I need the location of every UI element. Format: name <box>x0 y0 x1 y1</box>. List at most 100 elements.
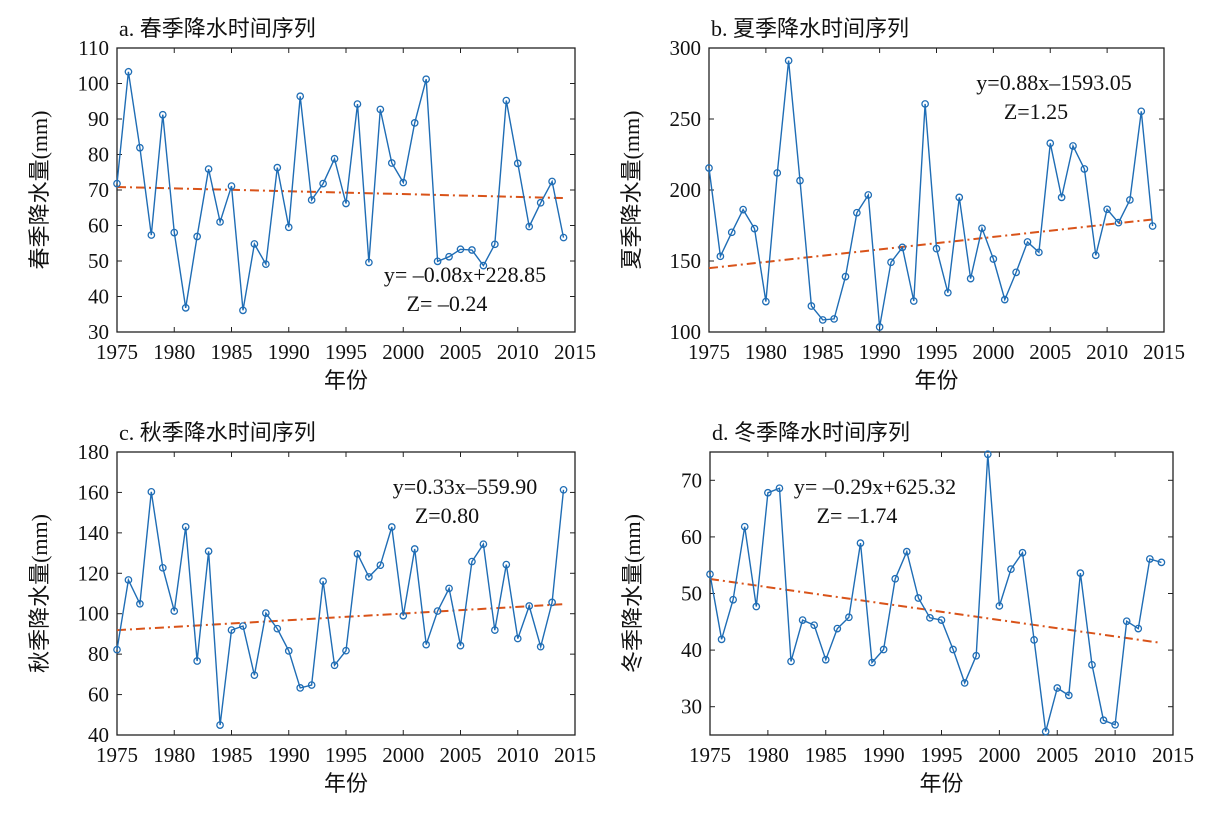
data-point <box>966 274 975 283</box>
data-point <box>1000 295 1009 304</box>
data-point <box>1007 565 1015 574</box>
trend-line <box>709 577 1162 644</box>
x-tick-label: 1975 <box>689 743 731 767</box>
data-point <box>193 657 201 665</box>
plot-frame <box>116 47 576 333</box>
data-point <box>752 602 761 611</box>
panel-winter: d. 冬季降水时间序列 1975 1980 1985 1990 1995 2000 2005 2… <box>620 420 1194 796</box>
data-point <box>113 645 121 654</box>
data-point <box>124 67 133 76</box>
data-point <box>1126 196 1134 204</box>
data-point <box>158 110 167 119</box>
regression-equation: y= –0.08x+228.85 <box>384 262 546 287</box>
data-point <box>949 645 957 654</box>
data-point <box>513 634 522 643</box>
data-point <box>1114 218 1123 227</box>
data-point <box>502 560 511 569</box>
x-tick-label: 2015 <box>1143 340 1185 364</box>
mk-z-statistic: Z= –0.24 <box>407 291 488 316</box>
mk-z-statistic: Z= –1.74 <box>817 503 898 528</box>
x-tick-label: 2015 <box>554 743 596 767</box>
data-point <box>727 228 736 237</box>
y-tick-label: 70 <box>681 468 702 492</box>
data-point <box>227 626 236 634</box>
x-tick-label: 1995 <box>916 340 958 364</box>
data-point <box>456 245 465 254</box>
data-point <box>972 651 981 660</box>
y-tick-label: 120 <box>78 561 110 585</box>
data-point <box>1134 624 1143 633</box>
x-tick-label: 2005 <box>1029 340 1071 364</box>
data-point <box>284 223 293 232</box>
y-tick-label: 90 <box>88 107 109 131</box>
data-point <box>1018 548 1027 557</box>
data-point <box>764 488 772 497</box>
y-tick-label: 250 <box>670 107 702 131</box>
series-line <box>116 71 565 311</box>
y-tick-label: 50 <box>88 249 109 273</box>
panel-title: c. 秋季降水时间序列 <box>119 420 316 445</box>
x-tick-label: 1985 <box>211 743 253 767</box>
data-point <box>1146 555 1154 563</box>
y-axis-title: 冬季降水量(mm) <box>620 514 645 673</box>
data-point <box>559 233 568 242</box>
data-point <box>1157 558 1166 567</box>
data-point <box>1148 222 1157 230</box>
data-point <box>818 316 827 324</box>
y-tick-label: 50 <box>681 582 702 606</box>
data-point <box>468 246 476 254</box>
data-point <box>204 165 213 173</box>
data-point <box>868 658 876 667</box>
y-tick-label: 100 <box>78 72 110 96</box>
data-point <box>1080 165 1089 173</box>
x-tick-label: 1995 <box>325 340 367 364</box>
x-tick-label: 2000 <box>972 340 1014 364</box>
y-tick-label: 60 <box>681 525 702 549</box>
data-point <box>1012 268 1020 277</box>
data-point <box>944 288 952 297</box>
data-point <box>1088 660 1096 669</box>
data-point <box>376 105 385 114</box>
data-point <box>216 721 224 729</box>
y-tick-label: 110 <box>78 36 109 60</box>
x-tick-label: 1975 <box>96 743 138 767</box>
regression-equation: y= –0.29x+625.32 <box>794 474 956 499</box>
data-point <box>433 257 442 266</box>
data-point <box>410 119 419 127</box>
panel-title: a. 春季降水时间序列 <box>119 16 316 41</box>
data-point <box>1064 691 1073 700</box>
data-point <box>989 255 998 263</box>
y-tick-label: 60 <box>88 214 109 238</box>
data-point <box>387 523 396 531</box>
data-point <box>902 547 911 556</box>
x-tick-label: 2005 <box>440 340 482 364</box>
data-point <box>1035 248 1043 257</box>
y-tick-label: 80 <box>88 143 109 167</box>
data-point <box>536 198 545 207</box>
data-point <box>983 450 992 459</box>
data-point <box>1103 205 1111 214</box>
y-tick-label: 80 <box>88 642 109 666</box>
data-point <box>937 616 946 624</box>
data-point <box>1069 142 1077 150</box>
data-point <box>296 92 305 101</box>
panel-title: d. 冬季降水时间序列 <box>712 420 910 445</box>
data-point <box>342 646 350 655</box>
data-point <box>1111 720 1119 729</box>
data-point <box>181 522 190 531</box>
data-point <box>490 240 499 249</box>
regression-equation: y=0.33x–559.90 <box>393 474 537 499</box>
x-axis-title: 年份 <box>324 771 368 796</box>
y-tick-label: 30 <box>88 320 109 344</box>
data-point <box>445 252 453 261</box>
mk-z-statistic: Z=0.80 <box>415 503 479 528</box>
data-point <box>1137 107 1146 116</box>
data-point <box>376 561 385 570</box>
trend-line <box>708 218 1153 270</box>
x-tick-label: 1995 <box>921 743 963 767</box>
x-tick-label: 2000 <box>382 743 424 767</box>
panel-autumn: c. 秋季降水时间序列 1975 1980 1985 1990 1995 2000 2005 2… <box>27 420 596 796</box>
data-point <box>1046 139 1055 148</box>
data-point <box>239 622 247 630</box>
x-tick-label: 2005 <box>440 743 482 767</box>
